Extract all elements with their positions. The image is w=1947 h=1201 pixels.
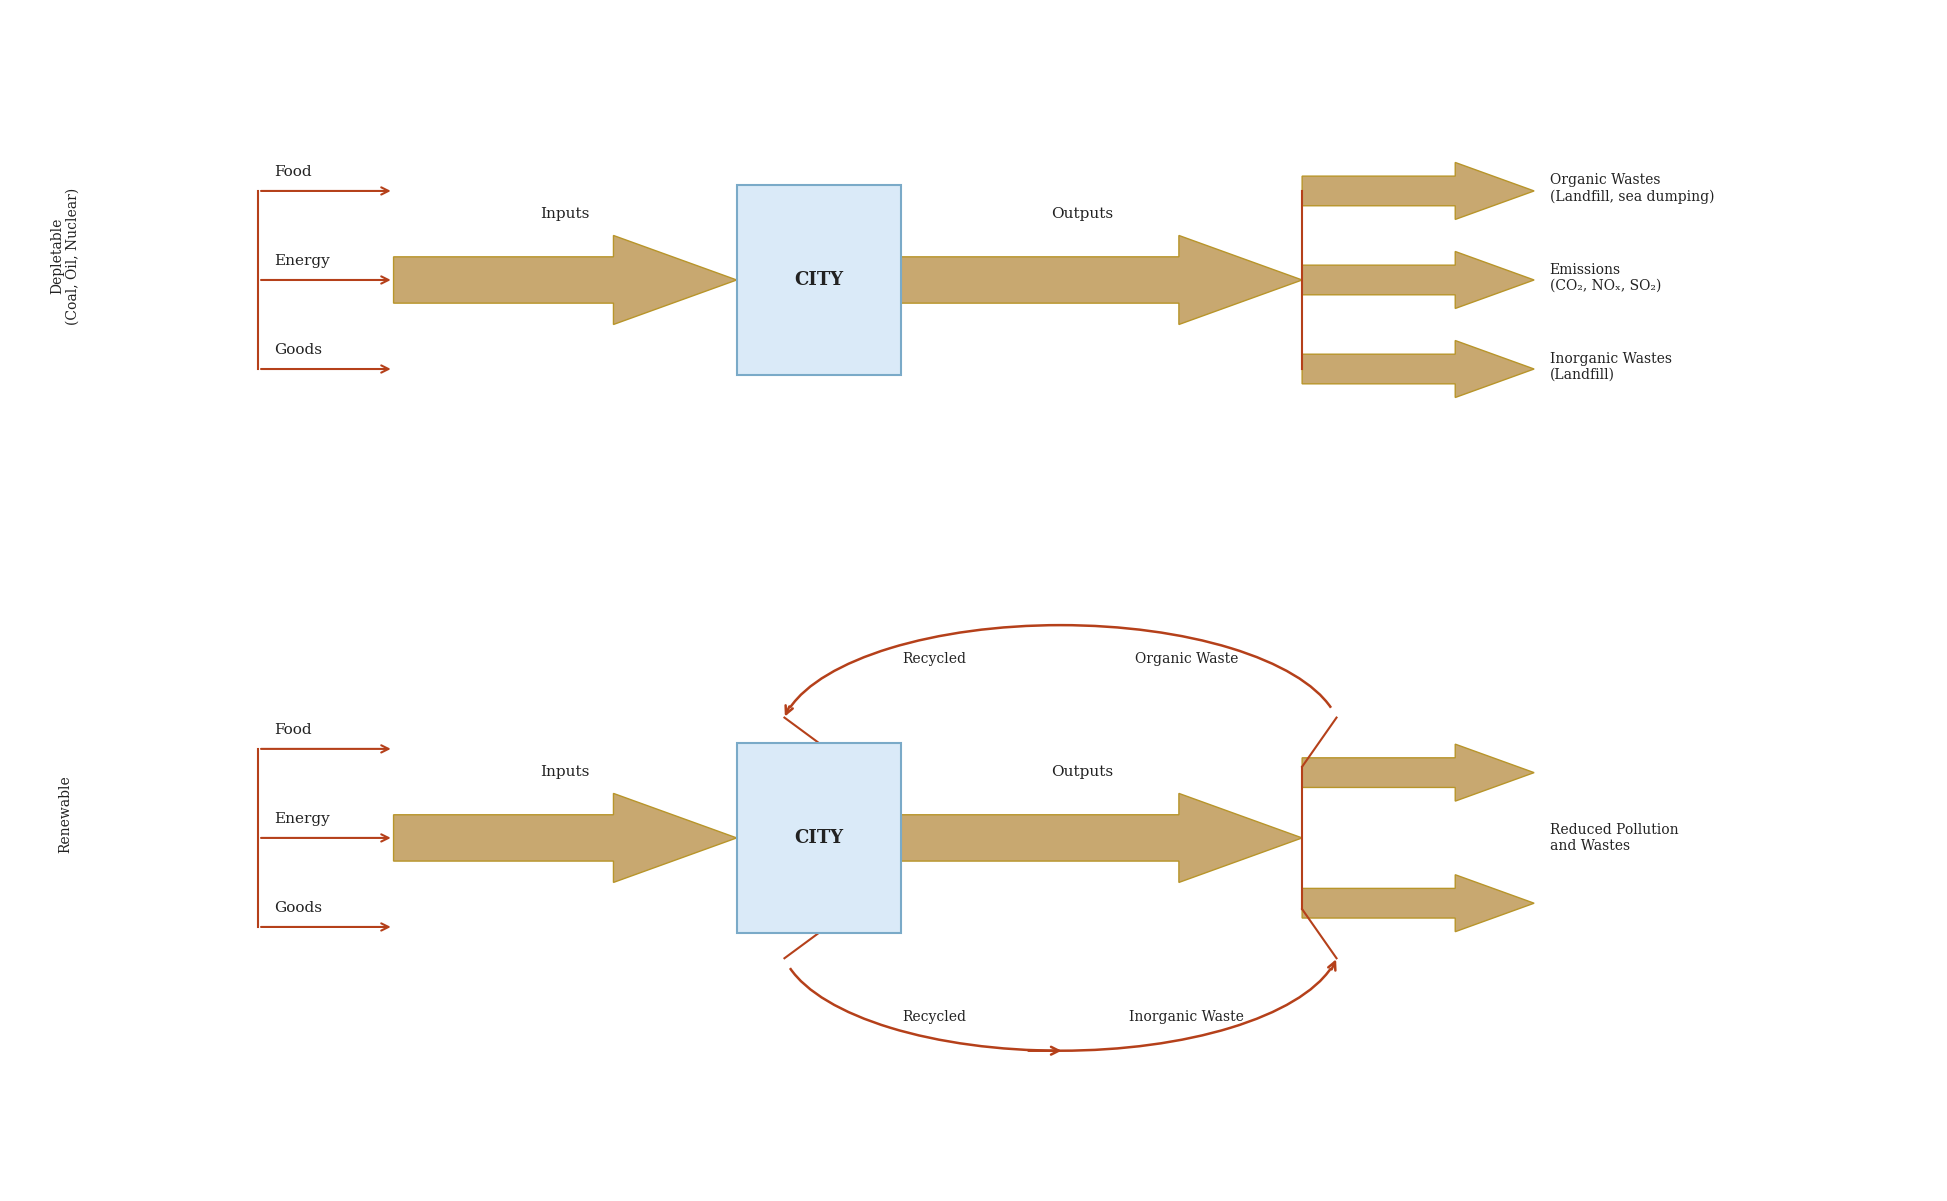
Text: Recycled: Recycled: [901, 1010, 966, 1024]
Text: Inputs: Inputs: [541, 765, 590, 779]
Polygon shape: [1303, 874, 1534, 932]
Text: Inorganic Waste: Inorganic Waste: [1129, 1010, 1244, 1024]
Polygon shape: [393, 235, 736, 324]
Text: Energy: Energy: [275, 255, 329, 268]
Text: Goods: Goods: [275, 343, 321, 357]
Polygon shape: [901, 235, 1303, 324]
Text: Inputs: Inputs: [541, 208, 590, 221]
Text: Energy: Energy: [275, 812, 329, 826]
FancyBboxPatch shape: [736, 185, 901, 375]
Polygon shape: [1303, 745, 1534, 801]
Text: Renewable: Renewable: [58, 776, 72, 853]
Text: Goods: Goods: [275, 901, 321, 915]
Polygon shape: [1303, 341, 1534, 398]
Text: Depletable
(Coal, Oil, Nuclear): Depletable (Coal, Oil, Nuclear): [51, 187, 80, 324]
Text: Food: Food: [275, 165, 312, 179]
Text: CITY: CITY: [794, 271, 843, 289]
Text: Reduced Pollution
and Wastes: Reduced Pollution and Wastes: [1550, 823, 1678, 853]
Polygon shape: [1303, 251, 1534, 309]
Text: Outputs: Outputs: [1051, 765, 1114, 779]
Text: Organic Wastes
(Landfill, sea dumping): Organic Wastes (Landfill, sea dumping): [1550, 173, 1713, 204]
Polygon shape: [1303, 162, 1534, 220]
Text: Food: Food: [275, 723, 312, 737]
FancyBboxPatch shape: [736, 743, 901, 933]
Text: CITY: CITY: [794, 829, 843, 847]
Text: Outputs: Outputs: [1051, 208, 1114, 221]
Polygon shape: [901, 794, 1303, 883]
Text: Organic Waste: Organic Waste: [1135, 652, 1238, 667]
Text: Emissions
(CO₂, NOₓ, SO₂): Emissions (CO₂, NOₓ, SO₂): [1550, 263, 1661, 293]
Text: Inorganic Wastes
(Landfill): Inorganic Wastes (Landfill): [1550, 352, 1672, 382]
Polygon shape: [393, 794, 736, 883]
Text: Recycled: Recycled: [901, 652, 966, 667]
